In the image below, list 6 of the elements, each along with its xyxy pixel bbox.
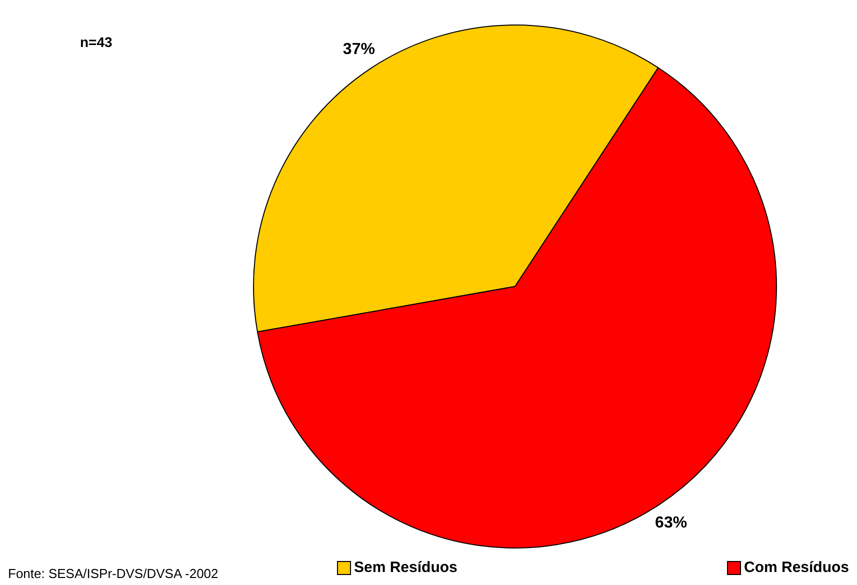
legend-label: Com Resíduos: [744, 559, 849, 576]
data-label: 37%: [342, 41, 375, 58]
text: n=43: [80, 34, 112, 50]
source-note: Fonte: SESA/ISPr-DVS/DVSA -2002: [8, 566, 218, 581]
data-label: 63%: [655, 514, 688, 532]
legend-label: Sem Resíduos: [354, 559, 458, 576]
